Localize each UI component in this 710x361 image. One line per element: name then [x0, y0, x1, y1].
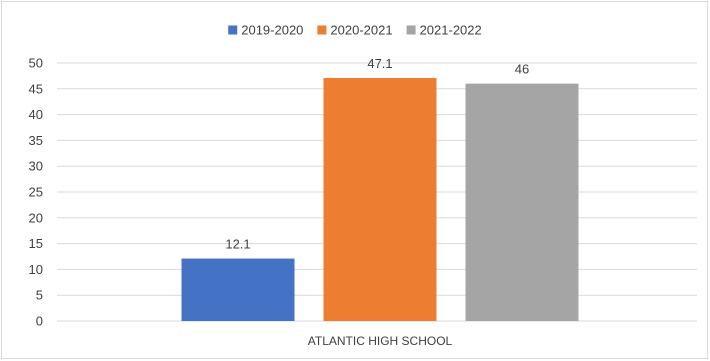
- data-label: 12.1: [225, 237, 250, 252]
- y-tick-label: 40: [29, 107, 43, 122]
- y-tick-label: 0: [36, 314, 43, 329]
- bar-2020-2021: [323, 77, 437, 322]
- legend-swatch: [317, 25, 327, 35]
- y-tick-label: 30: [29, 159, 43, 174]
- legend-label: 2020-2021: [330, 23, 392, 38]
- y-tick-label: 25: [29, 185, 43, 200]
- legend-swatch: [406, 25, 416, 35]
- category-label: ATLANTIC HIGH SCHOOL: [308, 334, 453, 348]
- y-tick-label: 35: [29, 133, 43, 148]
- data-label: 46: [515, 62, 529, 77]
- legend-item: 2019-2020: [228, 23, 303, 38]
- legend-item: 2020-2021: [317, 23, 393, 38]
- y-tick-label: 45: [29, 81, 43, 96]
- y-tick-label: 10: [29, 262, 43, 277]
- bar-2019-2020: [181, 258, 295, 321]
- legend-label: 2021-2022: [420, 23, 482, 38]
- bars: [181, 77, 579, 322]
- bar-2021-2022: [465, 83, 579, 321]
- data-labels: 12.1 47.1 46: [225, 56, 529, 252]
- legend-label: 2019-2020: [241, 23, 303, 38]
- y-tick-label: 15: [29, 236, 43, 251]
- y-tick-label: 20: [29, 210, 43, 225]
- y-tick-label: 5: [36, 288, 43, 303]
- data-label: 47.1: [367, 56, 392, 71]
- legend-item: 2021-2022: [406, 23, 482, 38]
- legend: 2019-2020 2020-2021 2021-2022: [228, 23, 482, 38]
- y-tick-label: 50: [29, 56, 43, 71]
- legend-swatch: [228, 25, 238, 35]
- y-axis-ticks: 0 5 10 15 20 25 30 35 40 45 50: [29, 56, 43, 329]
